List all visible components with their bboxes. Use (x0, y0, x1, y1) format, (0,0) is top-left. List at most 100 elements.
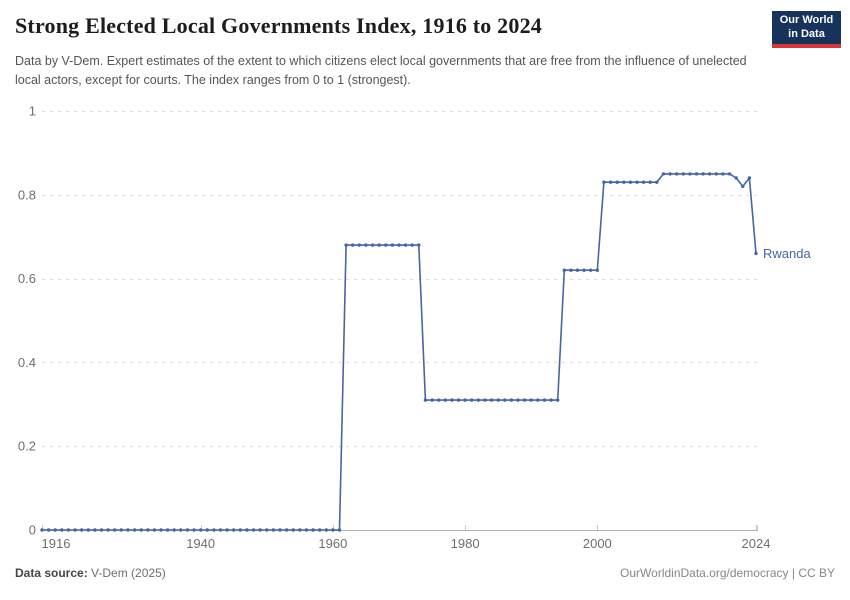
data-point (423, 398, 428, 402)
data-point (688, 172, 692, 176)
data-point (503, 398, 507, 402)
x-tick-label: 2024 (742, 536, 771, 551)
data-point (681, 172, 685, 176)
data-point (139, 528, 143, 532)
data-point (172, 528, 176, 532)
data-point (549, 398, 553, 402)
data-point (46, 528, 51, 532)
data-point (708, 172, 712, 176)
data-point (714, 172, 718, 176)
data-point (483, 398, 487, 402)
y-tick-label: 0.2 (18, 439, 36, 454)
data-point (251, 528, 256, 532)
owid-logo: Our World in Data (772, 11, 841, 48)
data-point (146, 528, 150, 532)
data-point (298, 528, 302, 532)
data-point (93, 528, 97, 532)
data-line (42, 173, 757, 531)
data-point (205, 528, 209, 532)
data-point (284, 528, 289, 532)
data-source-label: Data source: (15, 566, 88, 580)
chart-title: Strong Elected Local Governments Index, … (15, 13, 542, 38)
data-point (496, 398, 500, 402)
data-point (562, 268, 566, 272)
data-point (232, 528, 236, 532)
data-point (582, 268, 586, 272)
data-point (430, 398, 434, 402)
data-point (701, 172, 705, 176)
y-tick-label: 0.8 (18, 187, 36, 202)
data-point (199, 528, 203, 532)
data-point (185, 528, 190, 532)
data-point (615, 180, 619, 184)
data-point (622, 180, 626, 184)
data-point (450, 398, 454, 402)
series-label: Rwanda (763, 246, 811, 261)
data-point (463, 398, 467, 402)
data-point (529, 398, 533, 402)
data-point (602, 180, 606, 184)
data-point (648, 180, 652, 184)
data-point (542, 398, 547, 402)
y-tick-label: 0 (29, 523, 36, 538)
data-point (575, 268, 580, 272)
data-point (661, 172, 666, 176)
data-point (628, 180, 633, 184)
data-point (357, 243, 361, 247)
data-point (212, 528, 216, 532)
data-point (86, 528, 91, 532)
data-point (403, 243, 408, 247)
data-point (351, 243, 355, 247)
data-point (258, 528, 262, 532)
data-point (522, 398, 527, 402)
data-point (324, 528, 328, 532)
data-point (192, 528, 196, 532)
data-point (741, 184, 745, 189)
data-point (608, 180, 613, 184)
data-point (509, 398, 514, 402)
data-point (589, 268, 593, 272)
data-point (53, 528, 57, 532)
data-point (40, 528, 44, 532)
data-point (225, 528, 229, 532)
data-point (721, 172, 725, 176)
data-point (384, 243, 388, 247)
x-tick-label: 1940 (186, 536, 215, 551)
x-tick-label: 2000 (583, 536, 612, 551)
data-point (60, 528, 64, 532)
data-point (291, 528, 295, 532)
data-point (179, 528, 183, 532)
data-point (278, 528, 282, 532)
data-point (456, 398, 461, 402)
credit-text: OurWorldinData.org/democracy | CC BY (620, 566, 835, 580)
data-point (311, 528, 315, 532)
data-point (159, 528, 163, 532)
data-point (443, 398, 447, 402)
data-point (152, 528, 157, 532)
data-point (694, 172, 699, 176)
data-point (397, 243, 401, 247)
data-point (516, 398, 520, 402)
logo-line1: Our World (779, 14, 834, 27)
data-point (470, 398, 474, 402)
data-point (747, 176, 752, 180)
data-point (304, 528, 309, 532)
data-point (734, 176, 738, 180)
data-source-value: V-Dem (2025) (91, 566, 166, 580)
data-point (536, 398, 540, 402)
x-tick-label: 1960 (318, 536, 347, 551)
data-point (337, 528, 342, 532)
data-point (410, 243, 414, 247)
data-point (556, 398, 560, 402)
data-point (417, 243, 421, 247)
y-tick-label: 0.4 (18, 355, 36, 370)
data-point (569, 268, 573, 272)
data-point (595, 268, 599, 272)
data-point (370, 243, 375, 247)
data-point (106, 528, 110, 532)
data-point (655, 180, 659, 184)
data-point (390, 243, 395, 247)
data-source: Data source: V-Dem (2025) (15, 566, 166, 580)
data-point (265, 528, 269, 532)
